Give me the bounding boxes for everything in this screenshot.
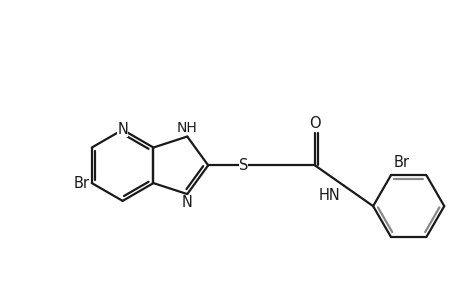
Text: HN: HN	[318, 188, 339, 203]
Text: N: N	[117, 122, 128, 137]
Text: O: O	[308, 116, 320, 130]
Text: N: N	[181, 195, 192, 210]
Text: Br: Br	[73, 176, 89, 190]
Text: Br: Br	[392, 155, 409, 170]
Text: S: S	[239, 158, 248, 173]
Text: NH: NH	[177, 121, 197, 135]
